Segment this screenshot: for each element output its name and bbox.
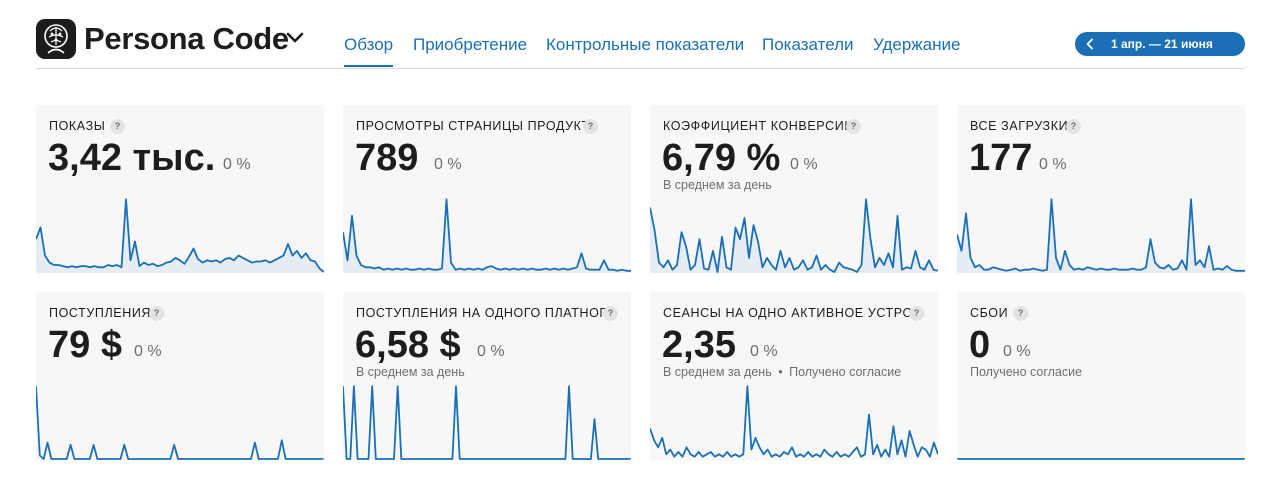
date-range-button[interactable]: 1 апр. — 21 июня <box>1075 32 1245 56</box>
metric-change: 0 % <box>434 156 462 173</box>
card-title: ПОКАЗЫ <box>49 119 106 133</box>
separator-dot: • <box>778 365 783 379</box>
help-icon[interactable]: ? <box>909 306 924 321</box>
tab-metrics[interactable]: Показатели <box>762 35 854 54</box>
metric-card-impressions[interactable]: ПОКАЗЫ ? 3,42 тыс. 0 % <box>36 105 324 273</box>
metric-card-all-downloads[interactable]: ВСЕ ЗАГРУЗКИ ? 177 0 % <box>957 105 1245 273</box>
sparkline-chart <box>957 198 1245 273</box>
metric-card-proceeds-per-paying-user[interactable]: ПОСТУПЛЕНИЯ НА ОДНОГО ПЛАТНОГ... ? 6,58 … <box>343 292 631 460</box>
metric-change: 0 % <box>750 343 778 360</box>
metric-card-product-page-views[interactable]: ПРОСМОТРЫ СТРАНИЦЫ ПРОДУКТА ? 789 0 % <box>343 105 631 273</box>
chevron-down-icon[interactable] <box>285 31 305 45</box>
card-title: СБОИ <box>970 306 1009 320</box>
metric-subtitle: Получено согласие <box>970 365 1083 379</box>
sparkline-chart <box>36 198 324 273</box>
metric-value: 177 <box>969 137 1033 179</box>
sparkline-chart <box>957 458 1245 460</box>
card-title: КОЭФФИЦИЕНТ КОНВЕРСИИ <box>663 119 854 133</box>
top-header: Persona Code Обзор Приобретение Контроль… <box>0 0 1280 70</box>
metric-value: 2,35 <box>662 324 736 366</box>
sparkline-line <box>957 198 1245 272</box>
help-icon[interactable]: ? <box>583 119 598 134</box>
metric-value: 6,79 % <box>662 137 781 179</box>
metric-subtitle: В среднем за день <box>356 365 465 379</box>
sparkline-line <box>36 198 324 273</box>
sparkline-chart <box>650 198 938 273</box>
sparkline-area <box>36 199 324 273</box>
metric-value: 3,42 тыс. <box>48 137 216 179</box>
help-icon[interactable]: ? <box>846 119 861 134</box>
help-icon[interactable]: ? <box>149 306 164 321</box>
tab-acquisition[interactable]: Приобретение <box>413 35 528 54</box>
sparkline-chart <box>650 385 938 458</box>
tab-retention[interactable]: Удержание <box>873 35 961 54</box>
tab-benchmarks[interactable]: Контрольные показатели <box>546 35 745 54</box>
metric-subtitle: В среднем за день • Получено согласие <box>663 364 901 380</box>
sparkline-line <box>650 198 938 273</box>
metric-subtitle: В среднем за день <box>663 178 772 192</box>
sparkline-chart <box>343 198 631 273</box>
metric-value: 789 <box>355 137 419 179</box>
sparkline-chart <box>36 386 324 460</box>
card-title: ПОСТУПЛЕНИЯ <box>49 306 152 320</box>
help-icon[interactable]: ? <box>603 306 618 321</box>
metric-value: 6,58 $ <box>355 324 461 366</box>
help-icon[interactable]: ? <box>110 119 125 134</box>
sparkline-chart <box>343 385 631 460</box>
card-title: СЕАНСЫ НА ОДНО АКТИВНОЕ УСТРО... <box>663 306 925 320</box>
metric-change: 0 % <box>223 156 251 173</box>
sparkline-area <box>343 199 631 273</box>
app-title[interactable]: Persona Code <box>84 21 289 56</box>
metric-change: 0 % <box>134 343 162 360</box>
metric-card-sessions-per-device[interactable]: СЕАНСЫ НА ОДНО АКТИВНОЕ УСТРО... ? 2,35 … <box>650 292 938 460</box>
metric-change: 0 % <box>1039 156 1067 173</box>
average-per-day-label: В среднем за день <box>663 365 772 379</box>
sparkline-line <box>650 385 938 458</box>
card-title: ПРОСМОТРЫ СТРАНИЦЫ ПРОДУКТА <box>356 119 599 133</box>
metric-card-proceeds[interactable]: ПОСТУПЛЕНИЯ ? 79 $ 0 % <box>36 292 324 460</box>
brain-logo-icon[interactable] <box>36 19 76 59</box>
metric-change: 0 % <box>790 156 818 173</box>
metric-card-conversion-rate[interactable]: КОЭФФИЦИЕНТ КОНВЕРСИИ ? 6,79 % 0 % В сре… <box>650 105 938 273</box>
help-icon[interactable]: ? <box>1066 119 1081 134</box>
sparkline-line <box>343 385 631 460</box>
metric-change: 0 % <box>477 343 505 360</box>
chevron-left-icon[interactable] <box>1085 38 1095 50</box>
header-divider <box>36 68 1245 69</box>
metric-value: 79 $ <box>48 324 122 366</box>
sparkline-line <box>343 198 631 272</box>
tab-overview[interactable]: Обзор <box>344 35 394 67</box>
card-title: ВСЕ ЗАГРУЗКИ <box>970 119 1069 133</box>
consent-label: Получено согласие <box>789 365 902 379</box>
sparkline-area <box>650 199 938 273</box>
metric-card-crashes[interactable]: СБОИ ? 0 0 % Получено согласие <box>957 292 1245 460</box>
date-range-label: 1 апр. — 21 июня <box>1111 37 1213 51</box>
metric-change: 0 % <box>1003 343 1031 360</box>
sparkline-line <box>36 386 324 460</box>
metric-value: 0 <box>969 324 991 366</box>
card-title: ПОСТУПЛЕНИЯ НА ОДНОГО ПЛАТНОГ... <box>356 306 618 320</box>
help-icon[interactable]: ? <box>1013 306 1028 321</box>
